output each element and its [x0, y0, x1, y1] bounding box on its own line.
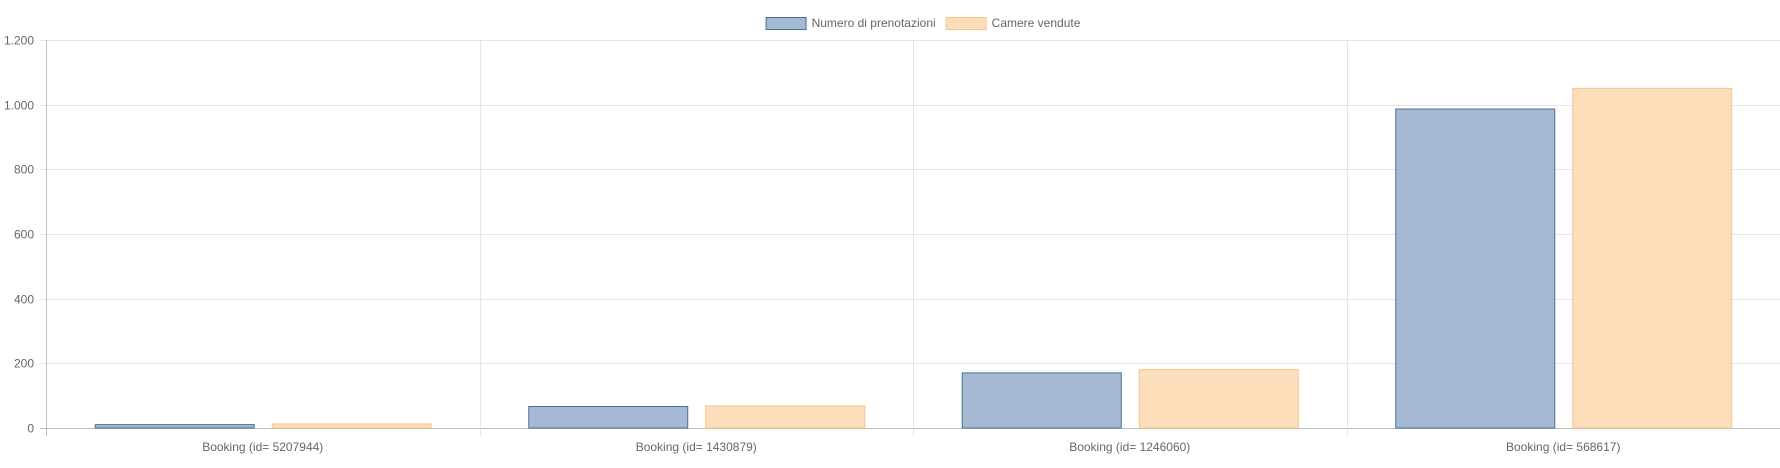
y-tick-label: 0 — [27, 422, 34, 436]
axes: 0 200 400 600 800 1.000 1.200 Booking (id= 5207… — [4, 34, 1620, 455]
bar-numero-prenotazioni[interactable] — [1395, 108, 1556, 429]
legend-label: Numero di prenotazioni — [812, 16, 936, 30]
y-tick-label: 800 — [14, 163, 34, 177]
bars — [94, 87, 1733, 429]
x-tick-label: Booking (id= 568617) — [1506, 440, 1620, 454]
y-tick-label: 1.000 — [4, 99, 34, 113]
x-tick-label: Booking (id= 1430879) — [636, 440, 757, 454]
legend-swatch — [765, 17, 807, 30]
bar-camere-vendute[interactable] — [705, 405, 866, 429]
legend: Numero di prenotazioni Camere vendute — [765, 16, 1081, 30]
grid — [40, 40, 1780, 436]
bar-camere-vendute[interactable] — [1572, 87, 1733, 429]
y-tick-label: 1.200 — [4, 34, 34, 48]
bar-numero-prenotazioni[interactable] — [528, 406, 689, 429]
y-tick-label: 200 — [14, 357, 34, 371]
legend-swatch — [945, 17, 987, 30]
legend-label: Camere vendute — [992, 16, 1081, 30]
x-tick-label: Booking (id= 5207944) — [202, 440, 323, 454]
bar-numero-prenotazioni[interactable] — [961, 372, 1122, 429]
y-tick-label: 400 — [14, 293, 34, 307]
bar-camere-vendute[interactable] — [1138, 369, 1299, 429]
y-tick-label: 600 — [14, 228, 34, 242]
bar-numero-prenotazioni[interactable] — [94, 424, 255, 429]
bar-camere-vendute[interactable] — [271, 423, 432, 429]
legend-item-numero-prenotazioni[interactable]: Numero di prenotazioni — [765, 16, 936, 30]
legend-item-camere-vendute[interactable]: Camere vendute — [945, 16, 1081, 30]
x-tick-label: Booking (id= 1246060) — [1069, 440, 1190, 454]
